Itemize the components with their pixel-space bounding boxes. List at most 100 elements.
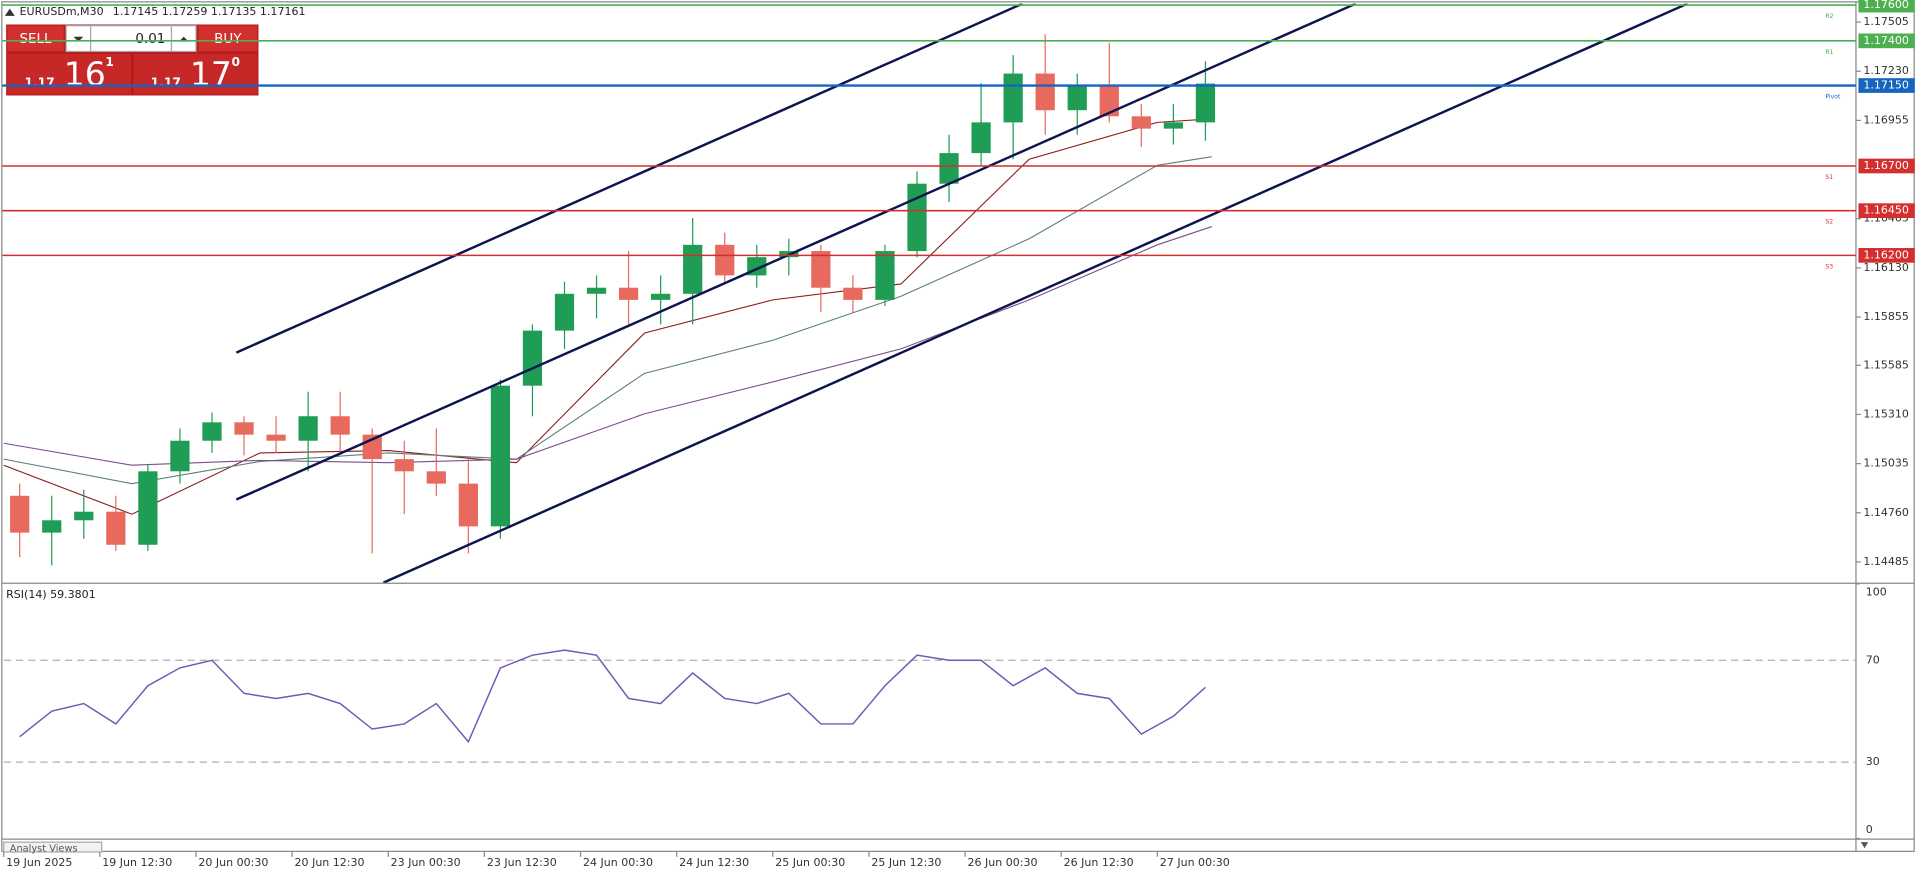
y-tick-label: 0 — [1866, 823, 1873, 836]
level-name: Pivot — [1825, 94, 1841, 101]
analyst-tab-label: Analyst Views — [10, 843, 78, 854]
channel-line — [235, 3, 1023, 354]
candle-body — [42, 520, 62, 533]
y-tick-label: 1.15035 — [1863, 457, 1909, 470]
bid-prefix: 1.17 — [25, 76, 55, 90]
y-tick-label: 70 — [1866, 653, 1880, 666]
x-tick-label: 26 Jun 12:30 — [1064, 856, 1134, 869]
x-tick-label: 27 Jun 00:30 — [1160, 856, 1230, 869]
level-label-box — [1858, 0, 1915, 13]
y-tick-label: 1.15855 — [1863, 310, 1909, 323]
ohlc: 1.17145 1.17259 1.17135 1.17161 — [113, 5, 306, 18]
bid-big: 16 — [64, 54, 106, 93]
channel-line — [382, 3, 1688, 583]
rsi-title: RSI(14) 59.3801 — [6, 588, 96, 601]
candle-body — [971, 122, 991, 154]
price-plot — [3, 3, 1688, 583]
level-label-box — [1858, 158, 1915, 174]
bid-small: 1 — [105, 55, 114, 69]
level-label: 1.16200 — [1863, 248, 1909, 261]
candle-body — [1035, 73, 1055, 111]
scroll-arrow[interactable] — [1860, 842, 1869, 849]
x-tick-label: 19 Jun 2025 — [6, 856, 72, 869]
buy-label: BUY — [214, 31, 242, 47]
candle-body — [458, 483, 478, 527]
y-tick-label: 1.16130 — [1863, 261, 1909, 274]
symbol: EURUSDm,M30 — [20, 5, 104, 18]
lot-value: 0.01 — [135, 31, 165, 47]
y-tick-label: 1.14760 — [1863, 506, 1909, 519]
moving-average — [3, 118, 1212, 515]
candle-body — [106, 511, 126, 545]
candle-body — [843, 287, 863, 300]
level-label: 1.17600 — [1863, 0, 1909, 11]
level-name: S3 — [1825, 263, 1833, 270]
x-tick-label: 23 Jun 00:30 — [391, 856, 461, 869]
candle-body — [1099, 85, 1119, 117]
candle-body — [138, 471, 158, 545]
candle-body — [10, 495, 30, 533]
y-tick-label: 30 — [1866, 755, 1880, 768]
level-name: S2 — [1825, 219, 1833, 226]
y-tick-label: 1.15585 — [1863, 358, 1909, 371]
x-tick-label: 24 Jun 12:30 — [679, 856, 749, 869]
candle-body — [811, 251, 831, 288]
level-label-box — [1858, 33, 1915, 49]
y-tick-label: 1.14485 — [1863, 555, 1909, 568]
x-tick-label: 25 Jun 12:30 — [871, 856, 941, 869]
rsi-line — [19, 649, 1206, 744]
candle-body — [74, 511, 94, 521]
candle-body — [1131, 116, 1151, 129]
ask-big: 17 — [190, 54, 232, 93]
candle-body — [298, 416, 318, 441]
level-label-box — [1858, 248, 1915, 263]
level-label: 1.17150 — [1863, 79, 1909, 92]
candle-body — [715, 244, 735, 276]
x-tick-label: 23 Jun 12:30 — [487, 856, 557, 869]
x-tick-label: 20 Jun 00:30 — [198, 856, 268, 869]
candle-body — [490, 385, 511, 527]
bid-box[interactable] — [7, 53, 132, 95]
candle-body — [522, 330, 543, 386]
ask-small: 0 — [232, 55, 241, 69]
sell-button[interactable] — [7, 25, 64, 52]
x-tick-label: 25 Jun 00:30 — [775, 856, 845, 869]
candle-body — [875, 251, 895, 300]
candle-body — [618, 287, 639, 300]
candle-body — [939, 153, 959, 184]
level-name: S1 — [1825, 174, 1833, 181]
level-name: R1 — [1825, 49, 1833, 56]
level-name: R2 — [1825, 13, 1833, 20]
x-tick-label: 24 Jun 00:30 — [583, 856, 653, 869]
y-tick-label: 1.16955 — [1863, 113, 1909, 126]
candle-body — [426, 471, 446, 484]
collapse-icon[interactable] — [4, 8, 15, 16]
candle-body — [1067, 85, 1087, 111]
y-tick-label: 1.15310 — [1863, 407, 1909, 420]
y-tick-label: 1.17505 — [1863, 15, 1909, 28]
candle-body — [554, 293, 575, 331]
candle-body — [266, 434, 286, 441]
candle-body — [170, 440, 190, 472]
ask-box[interactable] — [133, 53, 258, 95]
x-tick-label: 26 Jun 00:30 — [968, 856, 1038, 869]
down-arrow — [73, 36, 84, 42]
level-label: 1.16700 — [1863, 159, 1909, 172]
candle-body — [1195, 83, 1216, 123]
candle-body — [234, 422, 254, 435]
level-label-box — [1858, 78, 1915, 93]
candle-body — [651, 293, 671, 300]
x-tick-label: 20 Jun 12:30 — [295, 856, 365, 869]
y-tick-label: 100 — [1866, 585, 1887, 598]
candle-body — [1003, 73, 1023, 123]
ask-prefix: 1.17 — [151, 76, 181, 90]
candle-body — [394, 459, 414, 472]
analyst-tab[interactable] — [3, 841, 103, 853]
frame — [1, 1, 1915, 852]
level-label: 1.16450 — [1863, 204, 1909, 217]
moving-average — [3, 156, 1212, 485]
buy-button[interactable] — [198, 25, 258, 52]
sell-label: SELL — [19, 31, 52, 47]
